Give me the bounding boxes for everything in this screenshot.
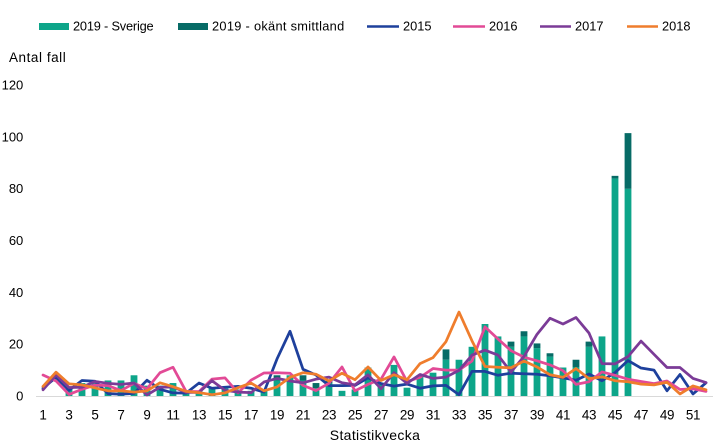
svg-text:45: 45 xyxy=(608,408,622,423)
svg-text:13: 13 xyxy=(192,408,206,423)
svg-text:47: 47 xyxy=(634,408,648,423)
svg-text:17: 17 xyxy=(244,408,258,423)
svg-text:33: 33 xyxy=(452,408,466,423)
svg-text:2019 - okänt smittland: 2019 - okänt smittland xyxy=(212,19,345,34)
svg-text:2017: 2017 xyxy=(575,19,603,34)
svg-text:120: 120 xyxy=(2,78,24,93)
svg-text:31: 31 xyxy=(426,408,440,423)
svg-text:40: 40 xyxy=(9,285,23,300)
svg-text:23: 23 xyxy=(322,408,336,423)
svg-text:29: 29 xyxy=(400,408,414,423)
svg-text:51: 51 xyxy=(686,408,700,423)
svg-text:39: 39 xyxy=(530,408,544,423)
svg-text:2015: 2015 xyxy=(403,19,431,34)
svg-text:15: 15 xyxy=(218,408,232,423)
svg-text:2016: 2016 xyxy=(489,19,517,34)
svg-text:2019 - Sverige: 2019 - Sverige xyxy=(73,19,154,34)
svg-text:21: 21 xyxy=(296,408,310,423)
svg-text:3: 3 xyxy=(65,408,72,423)
svg-text:49: 49 xyxy=(660,408,674,423)
svg-text:0: 0 xyxy=(16,388,23,403)
svg-text:25: 25 xyxy=(348,408,362,423)
svg-text:5: 5 xyxy=(91,408,98,423)
svg-text:80: 80 xyxy=(9,181,23,196)
svg-text:100: 100 xyxy=(2,129,24,144)
svg-text:7: 7 xyxy=(117,408,124,423)
svg-text:60: 60 xyxy=(9,233,23,248)
svg-text:1: 1 xyxy=(39,408,46,423)
svg-text:9: 9 xyxy=(143,408,150,423)
svg-text:11: 11 xyxy=(166,408,179,423)
svg-text:35: 35 xyxy=(478,408,492,423)
svg-text:20: 20 xyxy=(9,337,23,352)
svg-text:41: 41 xyxy=(556,408,570,423)
svg-text:27: 27 xyxy=(374,408,388,423)
svg-text:Statistikvecka: Statistikvecka xyxy=(330,427,421,443)
svg-text:Antal fall: Antal fall xyxy=(9,50,66,65)
svg-text:2018: 2018 xyxy=(662,19,690,34)
svg-text:19: 19 xyxy=(270,408,284,423)
svg-text:37: 37 xyxy=(504,408,518,423)
svg-text:43: 43 xyxy=(582,408,596,423)
